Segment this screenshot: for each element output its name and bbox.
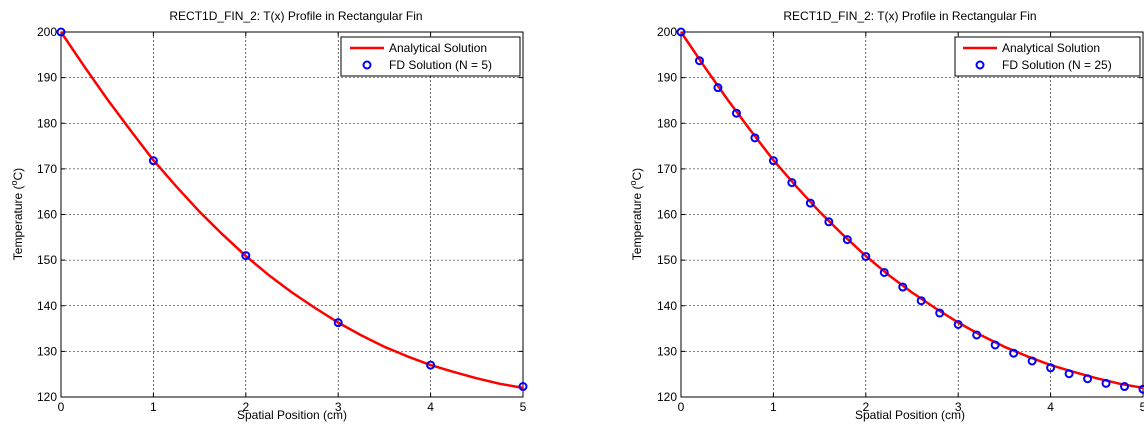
- x-tick-label: 0: [678, 400, 685, 414]
- fd-solution-marker: [990, 340, 1000, 350]
- fd-solution-marker: [1083, 374, 1093, 384]
- fd-solution-marker: [972, 330, 982, 340]
- fd-solution-marker: [241, 251, 251, 261]
- y-axis-label: Temperature (oC): [628, 168, 644, 260]
- y-tick-label: 160: [37, 208, 57, 222]
- fd-solution-marker: [56, 27, 66, 37]
- y-tick-label: 120: [657, 390, 677, 404]
- x-axis-label: Spatial Position (cm): [855, 408, 965, 422]
- fd-solution-marker: [898, 282, 908, 292]
- y-tick-label: 150: [37, 253, 57, 267]
- fd-solution-marker: [518, 382, 528, 392]
- fd-solution-marker: [148, 156, 158, 166]
- plot-border: [60, 31, 524, 398]
- legend-label-analytical: Analytical Solution: [1002, 41, 1100, 55]
- legend-label-fd: FD Solution (N = 25): [1002, 58, 1112, 72]
- fd-solution-marker: [861, 251, 871, 261]
- x-tick-label: 3: [335, 400, 342, 414]
- y-tick-label: 140: [37, 299, 57, 313]
- y-tick-label: 170: [37, 162, 57, 176]
- y-tick-label: 200: [37, 25, 57, 39]
- legend-label-fd: FD Solution (N = 5): [389, 58, 492, 72]
- fd-solution-marker: [1009, 348, 1019, 358]
- x-tick-label: 5: [520, 400, 527, 414]
- legend-label-analytical: Analytical Solution: [389, 41, 487, 55]
- x-tick-label: 0: [58, 400, 65, 414]
- x-tick-labels: 0 1 2 3 4 5: [58, 400, 527, 414]
- fd-solution-marker: [953, 319, 963, 329]
- series-layer: [56, 27, 528, 392]
- fd-solution-marker: [1046, 363, 1056, 373]
- y-tick-label: 130: [37, 344, 57, 358]
- fd-solution-marker: [824, 217, 834, 227]
- fd-solution-marker: [1027, 356, 1037, 366]
- y-tick-label: 190: [657, 71, 677, 85]
- plot-border: [680, 31, 1144, 398]
- y-tick-label: 170: [657, 162, 677, 176]
- fd-solution-marker: [426, 360, 436, 370]
- x-tick-label: 1: [150, 400, 157, 414]
- x-tick-label: 4: [427, 400, 434, 414]
- fd-solution-marker: [731, 108, 741, 118]
- x-tick-label: 2: [862, 400, 869, 414]
- y-tick-label: 160: [657, 208, 677, 222]
- y-tick-label: 180: [657, 116, 677, 130]
- fd-solution-marker: [916, 296, 926, 306]
- x-axis-label: Spatial Position (cm): [237, 408, 347, 422]
- x-tick-label: 1: [770, 400, 777, 414]
- chart-right: RECT1D_FIN_2: T(x) Profile in Rectangula…: [628, 9, 1144, 422]
- fd-solution-marker: [768, 156, 778, 166]
- x-tick-label: 3: [955, 400, 962, 414]
- chart-title: RECT1D_FIN_2: T(x) Profile in Rectangula…: [169, 9, 422, 23]
- fd-solution-marker: [842, 235, 852, 245]
- fd-solution-marker: [333, 318, 343, 328]
- grid-lines: [681, 32, 1143, 397]
- y-axis-label: Temperature (oC): [9, 168, 25, 260]
- y-tick-labels: 120 130 140 150 160 170 180 190 200: [37, 25, 57, 404]
- y-tick-label: 200: [657, 25, 677, 39]
- legend-box: [340, 36, 521, 77]
- fd-solution-marker: [805, 198, 815, 208]
- y-tick-labels: 120 130 140 150 160 170 180 190 200: [657, 25, 677, 404]
- legend: Analytical Solution FD Solution (N = 25): [954, 36, 1141, 77]
- legend-swatch-marker: [362, 60, 372, 70]
- x-tick-labels: 0 1 2 3 4 5: [678, 400, 1144, 414]
- fd-solution-marker: [787, 178, 797, 188]
- chart-left: RECT1D_FIN_2: T(x) Profile in Rectangula…: [9, 9, 528, 422]
- x-tick-label: 4: [1047, 400, 1054, 414]
- y-tick-label: 130: [657, 344, 677, 358]
- y-tick-label: 140: [657, 299, 677, 313]
- legend-swatch-marker: [975, 60, 985, 70]
- x-tick-label: 2: [242, 400, 249, 414]
- x-tick-label: 5: [1140, 400, 1144, 414]
- fd-solution-marker: [1138, 384, 1144, 394]
- fd-solution-marker: [1101, 378, 1111, 388]
- chart-title: RECT1D_FIN_2: T(x) Profile in Rectangula…: [783, 9, 1036, 23]
- analytical-solution-line: [59, 31, 524, 390]
- fd-solution-marker: [750, 133, 760, 143]
- y-tick-label: 180: [37, 116, 57, 130]
- fd-solution-marker: [713, 83, 723, 93]
- fd-solution-marker: [1120, 382, 1130, 392]
- legend-box: [954, 36, 1141, 77]
- y-tick-label: 120: [37, 390, 57, 404]
- legend: Analytical Solution FD Solution (N = 5): [340, 36, 521, 77]
- y-tick-label: 190: [37, 71, 57, 85]
- fd-solution-marker: [694, 56, 704, 66]
- fd-solution-marker: [879, 267, 889, 277]
- fd-solution-marker: [1064, 369, 1074, 379]
- fd-solution-marker: [676, 27, 686, 37]
- fd-solution-marker: [935, 308, 945, 318]
- series-layer: [676, 27, 1144, 394]
- y-tick-label: 150: [657, 253, 677, 267]
- grid-lines: [61, 32, 523, 397]
